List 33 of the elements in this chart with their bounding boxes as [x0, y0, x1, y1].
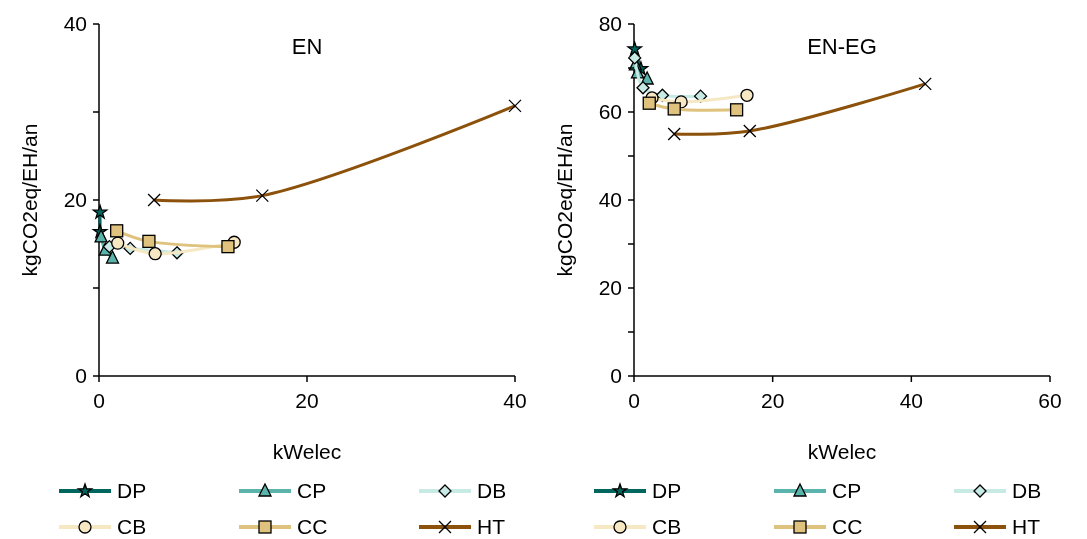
x-tick-label: 0 — [628, 389, 640, 412]
legend-label: DP — [652, 479, 682, 503]
y-tick-label: 40 — [598, 188, 622, 212]
y-tick-label: 20 — [598, 276, 622, 300]
y-axis-title: kgCO2eq/EH/an — [18, 123, 41, 277]
legend-label: CC — [832, 515, 863, 539]
legend-label: HT — [1012, 515, 1041, 539]
y-tick-label: 0 — [610, 364, 622, 388]
text: EN-EG — [807, 34, 877, 59]
x-axis-title: kWelec — [272, 440, 342, 463]
legend-label: CB — [652, 515, 682, 539]
x-tick-label: 0 — [93, 389, 105, 412]
x-tick-label: 20 — [295, 389, 319, 412]
legend-label: CP — [297, 479, 327, 503]
legend-label: DP — [117, 479, 147, 503]
text: EN — [291, 34, 323, 59]
x-tick-label: 40 — [503, 389, 527, 412]
x-tick-label: 40 — [899, 389, 924, 412]
legend-label: CP — [832, 479, 862, 503]
y-tick-label: 80 — [598, 12, 622, 36]
x-tick-label: 20 — [760, 389, 785, 412]
x-tick-label: 60 — [1038, 389, 1062, 412]
y-tick-label: 40 — [63, 12, 87, 36]
legend-label: HT — [477, 515, 506, 539]
y-tick-label: 0 — [75, 364, 87, 388]
legend-label: DB — [477, 479, 507, 503]
y-tick-label: 20 — [63, 188, 87, 212]
y-axis-title: kgCO2eq/EH/an — [553, 123, 576, 277]
legend-label: CC — [297, 515, 328, 539]
y-tick-label: 60 — [598, 100, 622, 124]
x-axis-title: kWelec — [807, 440, 877, 463]
legend-label: DB — [1012, 479, 1042, 503]
legend-label: CB — [117, 515, 147, 539]
